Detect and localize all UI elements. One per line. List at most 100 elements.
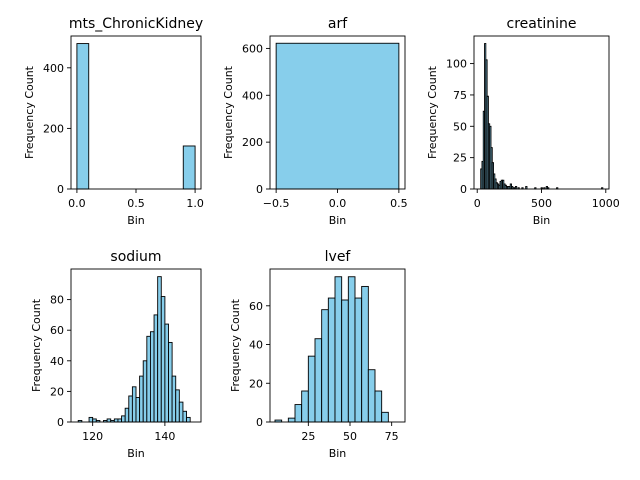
y-tick-label: 600 xyxy=(242,42,263,55)
histogram-bar xyxy=(182,410,188,423)
y-axis-label: Frequency Count xyxy=(229,298,242,392)
x-tick-label: 1000 xyxy=(592,197,620,210)
y-tick-label: 20 xyxy=(50,385,64,398)
histogram-bar xyxy=(182,145,196,190)
histogram-bar xyxy=(178,401,184,423)
y-tick-label: 200 xyxy=(242,136,263,149)
y-axis-label: Frequency Count xyxy=(30,298,43,392)
chart-title: arf xyxy=(328,16,348,32)
histogram-bar xyxy=(168,341,173,423)
histogram-bar xyxy=(139,375,144,423)
chart-title: creatinine xyxy=(507,16,577,32)
y-tick-label: 60 xyxy=(249,300,263,313)
histogram-bar xyxy=(135,397,141,423)
histogram-panel-2: 0 500 1000 0 25 50 75 100 creatinine Bin Frequency… xyxy=(426,16,620,227)
histogram-bar xyxy=(131,386,137,423)
y-tick-label: 0 xyxy=(460,183,467,196)
histogram-bar xyxy=(160,296,166,423)
x-tick-label: 500 xyxy=(531,197,552,210)
histogram-bar xyxy=(294,404,303,423)
histogram-bar xyxy=(88,416,94,423)
y-tick-label: 400 xyxy=(43,62,64,75)
y-tick-label: 100 xyxy=(446,58,467,71)
y-axis-label: Frequency Count xyxy=(222,65,235,159)
histogram-bar xyxy=(164,323,169,423)
y-tick-label: 0 xyxy=(256,183,263,196)
histogram-bar xyxy=(124,407,130,423)
x-tick-label: 50 xyxy=(343,430,357,443)
y-tick-label: 0 xyxy=(57,416,64,429)
x-axis-label: Bin xyxy=(329,447,347,460)
x-tick-label: 25 xyxy=(301,430,315,443)
histogram-bar xyxy=(275,42,400,190)
histogram-bar xyxy=(117,418,123,423)
histogram-bar xyxy=(327,297,336,423)
histogram-bar xyxy=(361,285,369,423)
histogram-bar xyxy=(149,331,155,423)
x-axis-label: Bin xyxy=(127,214,145,227)
histogram-bar xyxy=(128,395,133,423)
x-tick-label: 0.0 xyxy=(68,197,86,210)
axes-frame xyxy=(70,268,202,423)
histogram-panel-1: −0.5 0.0 0.5 0 200 400 600 arf Bin Frequency Coun… xyxy=(222,16,407,227)
histogram-bar xyxy=(157,276,162,423)
y-tick-label: 25 xyxy=(453,152,467,165)
y-axis-label: Frequency Count xyxy=(23,65,36,159)
y-tick-label: 40 xyxy=(50,355,64,368)
x-tick-label: 0.5 xyxy=(127,197,145,210)
histogram-bar xyxy=(113,418,119,423)
x-tick-label: 1.0 xyxy=(186,197,204,210)
histogram-bar xyxy=(334,276,343,423)
histogram-bar xyxy=(287,417,296,423)
x-tick-label: −0.5 xyxy=(263,197,290,210)
x-axis-label: Bin xyxy=(533,214,551,227)
histogram-bar xyxy=(354,297,363,423)
x-tick-label: 0.0 xyxy=(329,197,347,210)
histogram-panel-0: 0.0 0.5 1.0 0 200 400 mts_ChronicKidney Bin Freq… xyxy=(23,16,204,227)
x-axis-label: Bin xyxy=(329,214,347,227)
histogram-bar xyxy=(146,335,151,423)
y-tick-label: 0 xyxy=(57,183,64,196)
y-tick-label: 400 xyxy=(242,89,263,102)
histogram-bar xyxy=(171,375,177,423)
histogram-panel-4: 25 50 75 0 20 40 60 lvef Bin Frequency Count xyxy=(229,249,406,460)
x-tick-label: 0.5 xyxy=(390,197,408,210)
y-tick-label: 80 xyxy=(50,294,64,307)
histogram-bar xyxy=(301,390,309,423)
y-tick-label: 200 xyxy=(43,122,64,135)
y-tick-label: 50 xyxy=(453,120,467,133)
histogram-bar xyxy=(92,418,97,423)
histogram-bar xyxy=(307,355,316,423)
histogram-bar xyxy=(186,416,191,423)
histogram-bar xyxy=(314,338,323,423)
histogram-bar xyxy=(121,415,126,423)
x-tick-label: 120 xyxy=(82,430,103,443)
y-tick-label: 60 xyxy=(50,324,64,337)
y-axis-label: Frequency Count xyxy=(426,65,439,159)
x-tick-label: 140 xyxy=(154,430,175,443)
histogram-bar xyxy=(321,309,329,423)
histogram-bar xyxy=(367,369,376,423)
y-tick-label: 20 xyxy=(249,377,263,390)
chart-title: mts_ChronicKidney xyxy=(69,16,203,32)
chart-title: sodium xyxy=(110,249,161,265)
histogram-bar xyxy=(347,276,356,423)
histogram-panel-3: 120 140 0 20 40 60 80 sodium Bin Frequency Count xyxy=(30,249,202,460)
y-tick-label: 40 xyxy=(249,339,263,352)
x-tick-label: 0 xyxy=(474,197,481,210)
y-tick-label: 0 xyxy=(256,416,263,429)
axes-frame xyxy=(269,268,406,423)
histogram-bar xyxy=(341,299,349,423)
histogram-bar xyxy=(142,360,148,423)
histogram-bar xyxy=(106,418,112,423)
x-tick-label: 75 xyxy=(385,430,399,443)
histogram-bar xyxy=(381,411,389,423)
histogram-bar xyxy=(76,43,90,190)
histogram-bar xyxy=(374,390,383,423)
histogram-bar xyxy=(153,314,159,423)
histogram-bar xyxy=(175,389,180,423)
x-axis-label: Bin xyxy=(127,447,145,460)
y-tick-label: 75 xyxy=(453,89,467,102)
chart-title: lvef xyxy=(325,249,352,265)
